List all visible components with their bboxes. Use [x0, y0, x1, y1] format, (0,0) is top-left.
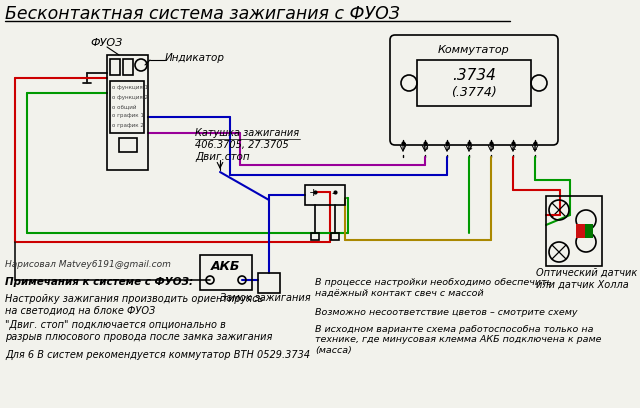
Text: –: – [331, 188, 337, 198]
Text: Индикатор: Индикатор [165, 53, 225, 63]
Text: ФУОЗ: ФУОЗ [90, 38, 122, 48]
Bar [546, 196, 602, 266]
Text: 5: 5 [444, 143, 450, 152]
Text: Возможно несоответствие цветов – смотрите схему: Возможно несоответствие цветов – смотрит… [315, 308, 577, 317]
Bar [305, 185, 345, 205]
Text: АКБ: АКБ [211, 260, 241, 273]
Text: o общий: o общий [112, 104, 136, 109]
Text: .3734: .3734 [452, 68, 496, 83]
Text: 7: 7 [400, 143, 406, 152]
Text: (.3774): (.3774) [451, 86, 497, 99]
Bar [123, 59, 133, 75]
Text: Нарисовал Matvey6191@gmail.com: Нарисовал Matvey6191@gmail.com [5, 260, 171, 269]
Bar [107, 55, 148, 170]
Text: o функция 2: o функция 2 [112, 95, 148, 100]
Bar [585, 224, 593, 238]
Bar [200, 255, 252, 290]
Text: 1: 1 [532, 143, 538, 152]
Text: В процессе настройки необходимо обеспечить
надёжный контакт свеч с массой: В процессе настройки необходимо обеспечи… [315, 278, 552, 297]
Text: Бесконтактная система зажигания с ФУОЗ: Бесконтактная система зажигания с ФУОЗ [5, 5, 400, 23]
Bar [258, 273, 280, 293]
Bar [119, 138, 137, 152]
Text: Оптический датчик
или датчик Холла: Оптический датчик или датчик Холла [536, 268, 637, 290]
Bar [110, 81, 144, 133]
Text: В исходном варианте схема работоспособна только на
технике, где минусовая клемма: В исходном варианте схема работоспособна… [315, 325, 602, 355]
Text: 2: 2 [510, 143, 516, 152]
Text: Примечания к системе с ФУОЗ:: Примечания к системе с ФУОЗ: [5, 277, 193, 287]
Text: 3: 3 [488, 143, 494, 152]
Text: +: + [309, 188, 318, 198]
Text: o график 2: o график 2 [112, 123, 144, 128]
Text: 6: 6 [422, 143, 428, 152]
Bar [110, 59, 120, 75]
Bar [417, 60, 531, 106]
Bar [576, 224, 585, 238]
Text: Двиг.стоп: Двиг.стоп [195, 152, 250, 162]
Text: Катушка зажигания
406.3705, 27.3705: Катушка зажигания 406.3705, 27.3705 [195, 128, 299, 150]
Text: Настройку зажигания производить ориентируясь
на светодиод на блоке ФУОЗ: Настройку зажигания производить ориентир… [5, 294, 264, 316]
Text: 4: 4 [466, 143, 472, 152]
Text: Коммутатор: Коммутатор [438, 45, 510, 55]
Text: "Двиг. стоп" подключается опционально в
разрыв плюсового провода после замка заж: "Двиг. стоп" подключается опционально в … [5, 320, 273, 341]
Text: o функция 1: o функция 1 [112, 85, 148, 90]
Bar [311, 233, 319, 240]
Text: Замок зажигания: Замок зажигания [220, 293, 310, 303]
Text: o график 1: o график 1 [112, 113, 144, 118]
Bar [331, 233, 339, 240]
Text: Для 6 В систем рекомендуется коммутатор ВТН 0529.3734: Для 6 В систем рекомендуется коммутатор … [5, 350, 310, 360]
